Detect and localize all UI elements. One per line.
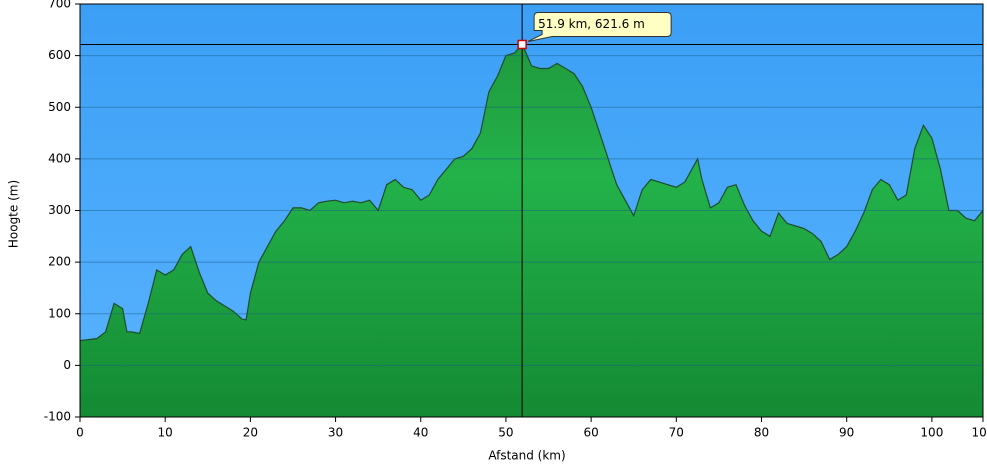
y-tick-label: 0 — [63, 358, 71, 372]
tooltip-label: 51.9 km, 621.6 m — [538, 17, 645, 31]
y-tick-label: 400 — [48, 151, 71, 165]
x-tick-label: 50 — [498, 426, 513, 440]
y-tick-label: 300 — [48, 203, 71, 217]
x-tick-label: 70 — [669, 426, 684, 440]
area-fill — [80, 44, 983, 417]
y-tick-label: 500 — [48, 100, 71, 114]
x-tick-label: 30 — [328, 426, 343, 440]
y-tick-label: 100 — [48, 306, 71, 320]
y-tick-label: 700 — [48, 0, 71, 11]
x-tick-label: 0 — [76, 426, 84, 440]
crosshair-marker — [517, 39, 527, 50]
x-tick-label: 100 — [920, 426, 943, 440]
tooltip-box — [527, 11, 672, 42]
x-axis-label: Afstand (km) — [488, 449, 565, 463]
y-tick-label: -100 — [44, 410, 71, 424]
y-axis-label: Hoogte (m) — [7, 180, 21, 248]
x-tick-label: 90 — [839, 426, 854, 440]
y-tick-label: 200 — [48, 255, 71, 269]
x-tick-label: 80 — [754, 426, 769, 440]
x-tick-label: 10 — [158, 426, 173, 440]
x-tick-label: 60 — [583, 426, 598, 440]
x-tick-label: 40 — [413, 426, 428, 440]
x-tick-label: 20 — [243, 426, 258, 440]
x-tick-label: 106 — [972, 426, 987, 440]
plot-border — [79, 3, 984, 418]
y-tick-label: 600 — [48, 48, 71, 62]
